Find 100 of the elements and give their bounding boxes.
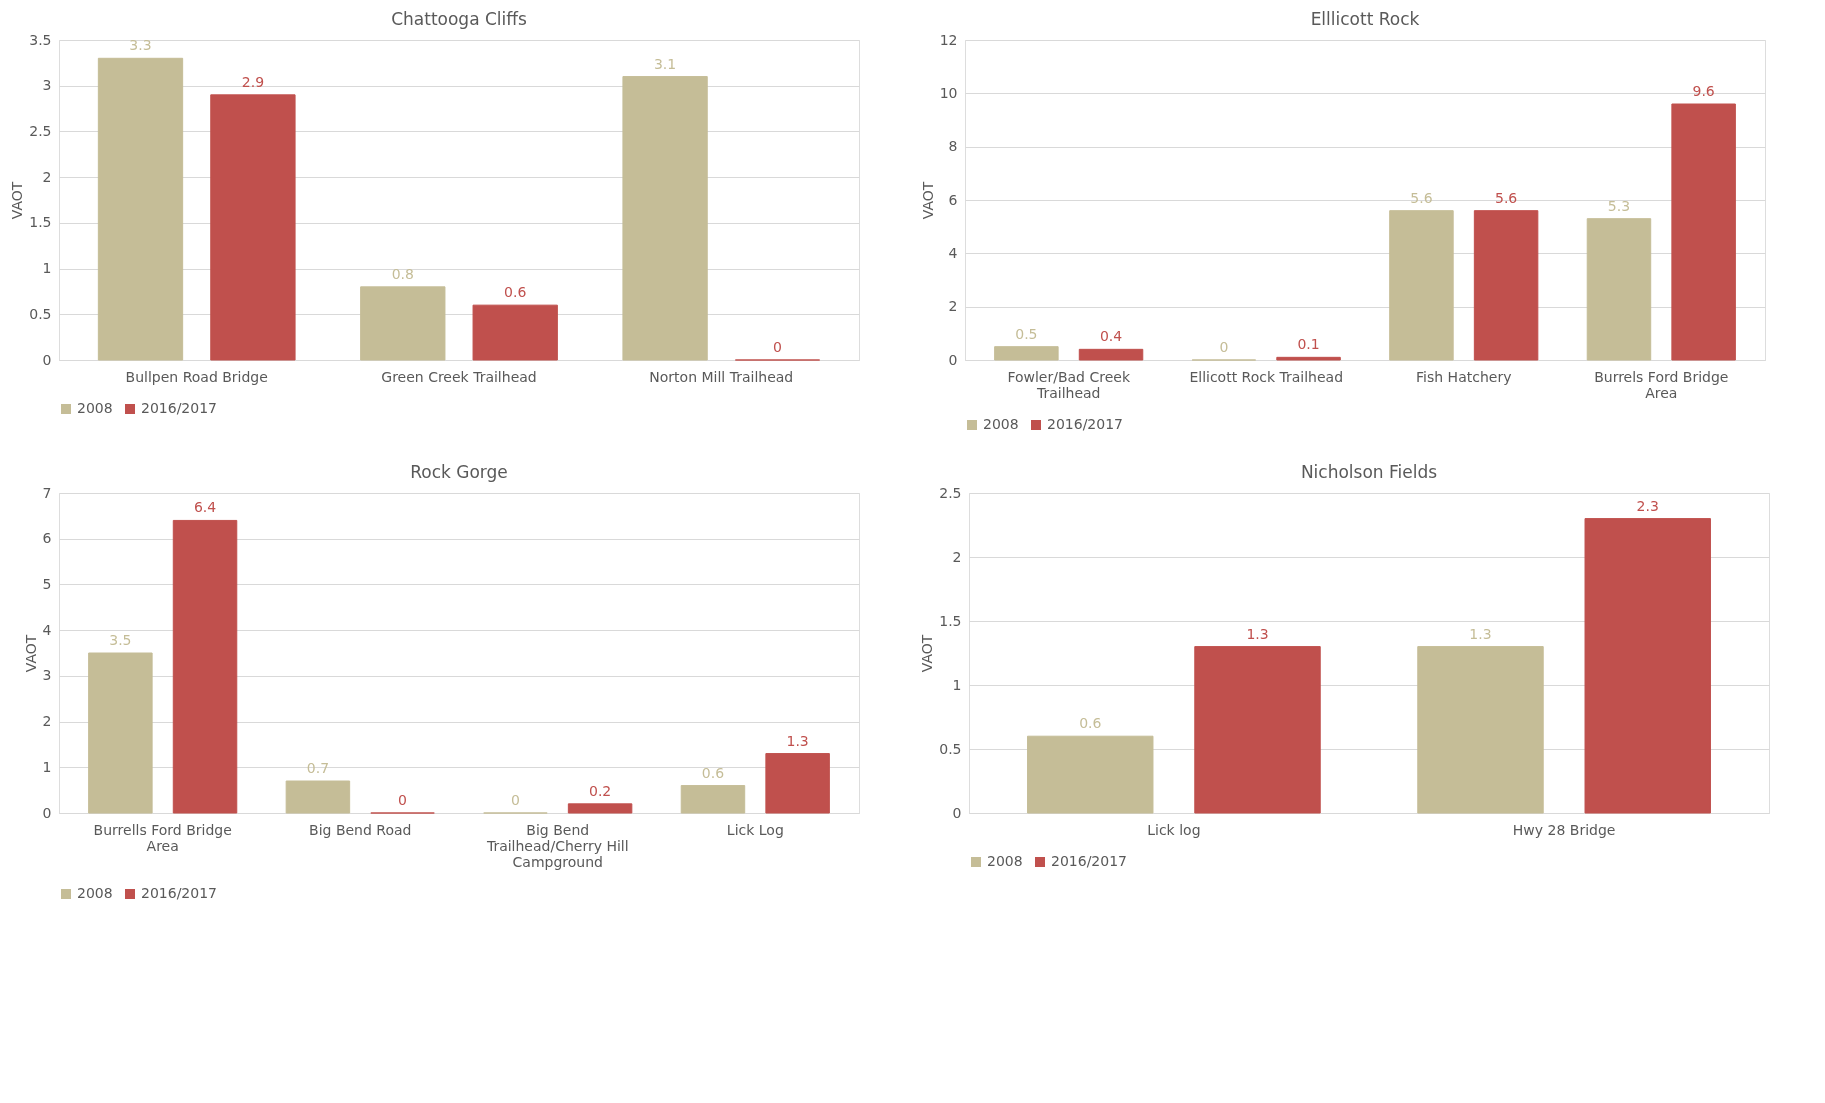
y-tick-label: 3.5 xyxy=(29,31,52,48)
bar xyxy=(1586,218,1652,361)
y-tick-label: 6 xyxy=(42,530,52,547)
y-tick-label: 2.5 xyxy=(939,484,962,501)
bar xyxy=(210,94,296,361)
data-label: 2.9 xyxy=(241,73,265,90)
x-tick-label: Hwy 28 Bridge xyxy=(1512,821,1616,838)
y-tick-label: 0 xyxy=(42,351,52,368)
data-label: 5.3 xyxy=(1607,197,1631,214)
legend-label: 2016/2017 xyxy=(141,400,217,416)
x-tick-label: Burrells Ford Bridge Area xyxy=(93,821,232,854)
x-tick-label: Big Bend Road xyxy=(309,821,412,838)
chart-title: Elllicott Rock xyxy=(1310,9,1420,29)
y-tick-label: 2 xyxy=(42,168,52,185)
data-label: 0.6 xyxy=(701,764,725,781)
legend-label: 2016/2017 xyxy=(1047,416,1123,432)
bar xyxy=(1027,735,1154,814)
chart-title: Rock Gorge xyxy=(410,462,508,482)
y-axis-title: VAOT xyxy=(919,181,936,220)
x-tick-label: Norton Mill Trailhead xyxy=(649,368,794,385)
y-tick-label: 0 xyxy=(42,804,52,821)
bar xyxy=(1078,348,1144,361)
bar xyxy=(1194,646,1321,814)
y-tick-label: 2 xyxy=(42,713,52,730)
bar xyxy=(765,753,830,814)
data-label: 6.4 xyxy=(193,499,217,516)
y-tick-label: 5 xyxy=(42,575,52,592)
data-label: 2.3 xyxy=(1636,497,1659,514)
y-tick-label: 10 xyxy=(939,84,958,101)
bar xyxy=(622,76,708,361)
bar xyxy=(1417,646,1544,814)
legend-label: 2008 xyxy=(77,400,113,416)
y-axis-title: VAOT xyxy=(919,634,936,673)
x-tick-label: Lick log xyxy=(1147,821,1201,838)
x-tick-label: Fowler/Bad Creek Trailhead xyxy=(1007,368,1131,401)
y-tick-label: 1.5 xyxy=(29,214,52,231)
data-label: 0.5 xyxy=(1015,325,1038,342)
data-label: 5.6 xyxy=(1494,189,1518,206)
legend-label: 2008 xyxy=(77,885,113,901)
bar xyxy=(994,346,1059,361)
y-tick-label: 4 xyxy=(42,621,52,638)
bar xyxy=(360,286,446,361)
legend-label: 2016/2017 xyxy=(1051,853,1127,869)
y-tick-label: 3 xyxy=(42,667,52,684)
y-tick-label: 8 xyxy=(948,138,958,155)
x-tick-label: Bullpen Road Bridge xyxy=(125,368,268,385)
data-label: 0.6 xyxy=(1079,715,1102,732)
x-tick-label: Burrels Ford Bridge Area xyxy=(1594,368,1729,401)
legend-label: 2008 xyxy=(987,853,1023,869)
y-tick-label: 0 xyxy=(948,351,958,368)
x-tick-label: Fish Hatchery xyxy=(1416,368,1512,385)
y-tick-label: 1 xyxy=(42,260,52,277)
data-label: 1.3 xyxy=(786,732,809,749)
x-tick-label: Big Bend Trailhead/Cherry Hill Campground xyxy=(485,821,629,870)
data-label: 0 xyxy=(398,792,408,808)
data-label: 0.1 xyxy=(1297,336,1320,353)
bar xyxy=(88,652,153,814)
data-label: 0.7 xyxy=(306,760,330,776)
data-label: 0.6 xyxy=(504,284,527,301)
y-tick-label: 0.5 xyxy=(29,305,52,322)
bar xyxy=(1389,210,1454,361)
y-tick-label: 1 xyxy=(952,676,962,693)
y-tick-label: 4 xyxy=(948,244,958,261)
data-label: 9.6 xyxy=(1692,83,1715,99)
bar xyxy=(97,57,184,361)
bar xyxy=(1473,210,1539,361)
y-tick-label: 2.5 xyxy=(29,122,52,139)
bar xyxy=(680,785,746,814)
data-label: 0.4 xyxy=(1099,328,1123,345)
data-label: 1.3 xyxy=(1246,625,1269,642)
y-tick-label: 2 xyxy=(952,548,962,565)
data-label: 3.1 xyxy=(653,55,677,72)
legend-label: 2008 xyxy=(983,416,1019,432)
bar xyxy=(1584,518,1711,814)
chart-title: Nicholson Fields xyxy=(1300,462,1438,482)
x-tick-label: Ellicott Rock Trailhead xyxy=(1189,368,1344,385)
data-label: 3.5 xyxy=(109,632,132,648)
bar xyxy=(1276,356,1341,361)
bar xyxy=(1671,103,1736,361)
y-tick-label: 2 xyxy=(948,298,958,315)
data-label: 0.8 xyxy=(391,265,414,282)
x-tick-label: Lick Log xyxy=(726,821,784,838)
data-label: 0 xyxy=(1219,339,1229,355)
x-tick-label: Green Creek Trailhead xyxy=(381,368,537,385)
data-label: 1.3 xyxy=(1469,625,1492,642)
y-tick-label: 1 xyxy=(42,758,52,775)
y-tick-label: 0 xyxy=(952,804,962,821)
data-label: 5.6 xyxy=(1410,189,1433,206)
y-axis-title: VAOT xyxy=(22,634,39,673)
data-label: 3.3 xyxy=(129,37,152,54)
data-label: 0 xyxy=(773,339,782,355)
bar xyxy=(567,803,633,814)
chart-title: Chattooga Cliffs xyxy=(391,9,527,29)
bar xyxy=(172,519,238,814)
y-tick-label: 6 xyxy=(948,191,958,208)
data-label: 0 xyxy=(510,792,520,808)
y-tick-label: 7 xyxy=(42,484,52,501)
legend-label: 2016/2017 xyxy=(141,885,217,901)
y-tick-label: 0.5 xyxy=(939,740,962,757)
bar xyxy=(285,780,351,814)
